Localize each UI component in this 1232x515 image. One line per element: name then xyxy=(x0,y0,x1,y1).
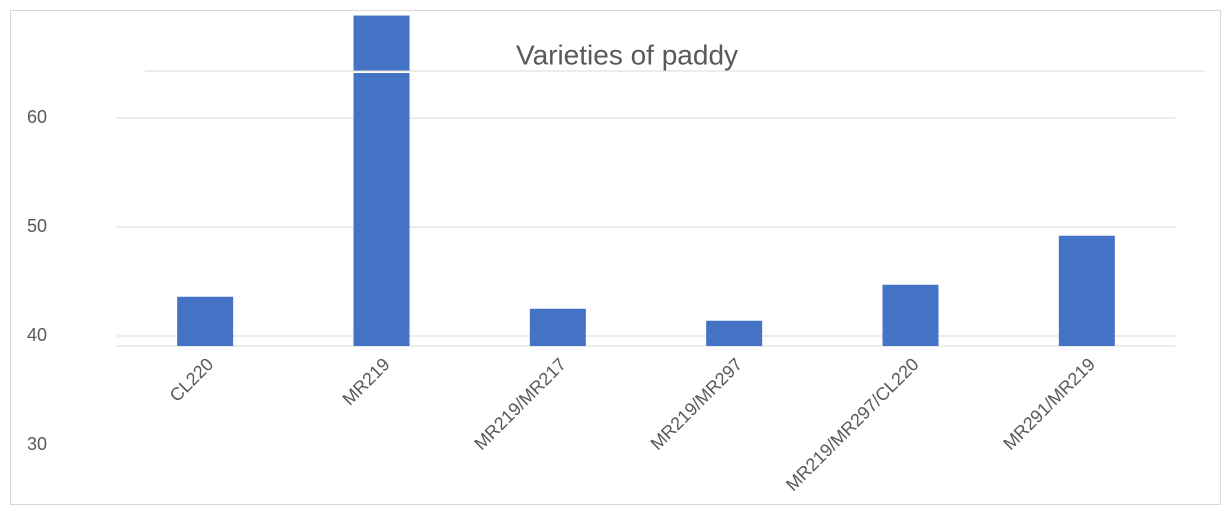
y-tick-label: 30 xyxy=(27,434,47,454)
bar xyxy=(1058,235,1115,346)
bar xyxy=(882,284,939,346)
bar xyxy=(706,320,763,346)
y-tick-label: 50 xyxy=(27,216,47,236)
bar xyxy=(529,308,586,346)
chart-title: Varieties of paddy xyxy=(516,39,738,70)
y-tick-label: 60 xyxy=(27,107,47,127)
bar xyxy=(177,296,234,346)
chart-border xyxy=(10,10,1221,505)
bar xyxy=(353,15,410,346)
y-tick-label: 40 xyxy=(27,325,47,345)
